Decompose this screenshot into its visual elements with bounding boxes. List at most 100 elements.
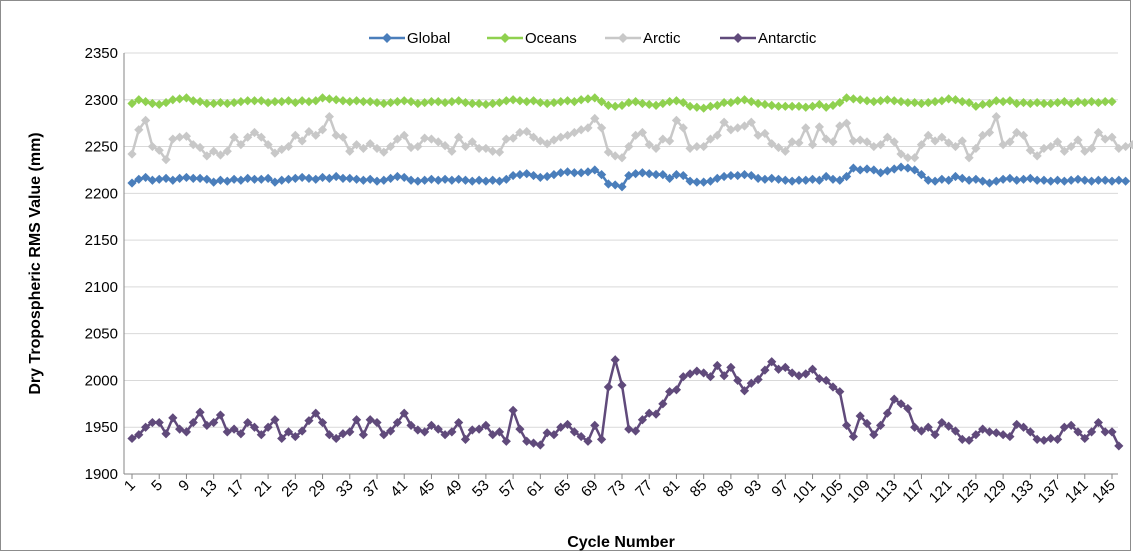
data-point [603, 100, 613, 110]
x-tick-label: 37 [360, 477, 384, 501]
data-point [760, 128, 770, 139]
series-line [130, 112, 1133, 163]
data-point [665, 387, 675, 397]
data-point [542, 98, 552, 109]
data-point [508, 133, 518, 143]
data-point [426, 97, 437, 107]
data-point [767, 357, 777, 367]
data-point [1107, 427, 1117, 437]
data-point [828, 137, 838, 147]
data-point [297, 426, 307, 436]
data-point [685, 176, 695, 186]
y-tick-label: 2150 [85, 232, 118, 249]
data-point [753, 173, 763, 183]
data-point [338, 173, 348, 183]
data-point [910, 153, 920, 163]
data-point [794, 371, 804, 381]
data-point [624, 424, 634, 434]
y-tick-label: 2000 [85, 372, 118, 389]
data-point [338, 429, 348, 439]
data-point [590, 93, 600, 103]
data-point [658, 134, 668, 144]
data-point [447, 146, 457, 156]
data-point [351, 415, 362, 425]
data-point [209, 146, 219, 156]
data-point [610, 101, 620, 111]
data-point [127, 178, 137, 188]
data-point [202, 420, 212, 430]
data-point [991, 96, 1001, 106]
data-point [188, 417, 198, 428]
x-tick-label: 45 [414, 477, 438, 501]
data-point [767, 173, 777, 183]
data-point [930, 136, 940, 146]
gridlines [124, 52, 1118, 475]
data-point [1107, 132, 1117, 142]
data-point [624, 97, 634, 108]
data-point [481, 99, 491, 110]
data-point [481, 143, 491, 154]
data-point [426, 420, 437, 430]
data-point [814, 175, 824, 185]
data-point [876, 168, 886, 178]
data-point [671, 115, 682, 125]
data-point [583, 436, 593, 446]
data-point [1086, 176, 1097, 186]
data-point [215, 97, 226, 108]
data-point [528, 132, 539, 142]
data-point [460, 175, 471, 185]
data-point [835, 175, 845, 185]
legend-label: Global [407, 30, 450, 47]
data-point [916, 170, 927, 180]
data-point [277, 97, 287, 107]
data-point [903, 97, 913, 108]
data-point [556, 168, 566, 178]
data-point [290, 431, 300, 442]
data-point [950, 426, 961, 436]
data-point [583, 167, 593, 177]
data-point [841, 420, 852, 430]
data-point [454, 96, 464, 106]
data-point [304, 416, 314, 426]
data-point [923, 175, 933, 185]
data-point [746, 97, 756, 107]
data-point [631, 426, 641, 436]
y-axis-title: Dry Tropospheric RMS Value (mm) [27, 132, 44, 394]
data-point [522, 126, 532, 137]
data-point [699, 368, 709, 378]
x-tick-label: 125 [953, 477, 983, 507]
data-point [651, 170, 661, 180]
data-point [1121, 141, 1131, 152]
data-point [467, 176, 477, 186]
data-point [1018, 130, 1029, 140]
data-point [821, 134, 831, 144]
data-point [331, 433, 341, 444]
data-point [256, 132, 266, 142]
data-point [576, 431, 586, 442]
data-point [549, 97, 559, 108]
x-tick-label: 89 [714, 477, 738, 501]
data-point [651, 143, 661, 154]
data-point [869, 165, 879, 175]
data-point [1059, 146, 1069, 156]
data-point [590, 420, 600, 430]
data-point [848, 431, 858, 442]
data-point [474, 98, 484, 109]
data-point [141, 172, 151, 183]
data-point [460, 434, 471, 444]
x-tick-label: 1 [121, 477, 139, 495]
data-point [923, 130, 933, 140]
data-point [869, 97, 879, 107]
data-point [1073, 427, 1083, 437]
data-point [127, 98, 137, 109]
data-point [665, 173, 675, 183]
data-point [692, 102, 702, 112]
data-point [515, 170, 525, 180]
data-point [365, 139, 375, 149]
data-point [345, 173, 355, 183]
x-tick-label: 5 [148, 477, 166, 495]
data-point [358, 97, 368, 107]
data-point [283, 96, 294, 106]
data-point [297, 136, 307, 146]
series-group [127, 93, 1133, 451]
